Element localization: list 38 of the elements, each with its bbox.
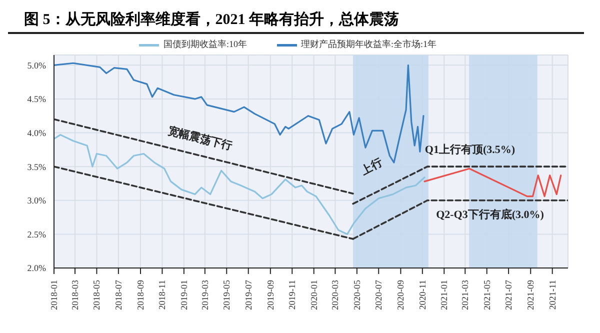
x-tick-label: 2018-07	[113, 280, 124, 310]
x-tick-label: 2020-09	[396, 280, 406, 310]
x-tick-label: 2021-03	[460, 280, 470, 310]
y-tick-label: 3.5%	[27, 162, 46, 172]
x-tick-label: 2018-09	[135, 280, 146, 310]
x-tick-label: 2019-01	[178, 280, 189, 310]
x-tick-label: 2019-05	[222, 280, 232, 310]
chart-title: 图 5：从无风险利率维度看，2021 年略有抬升，总体震荡	[8, 8, 584, 34]
x-tick-label: 2020-05	[352, 280, 362, 310]
x-tick-label: 2020-11	[417, 280, 428, 310]
legend-label: 国债到期收益率:10年	[162, 38, 247, 51]
x-tick-label: 2018-11	[157, 280, 168, 310]
x-tick-label: 2019-07	[243, 280, 254, 310]
x-tick-label: 2021-05	[482, 280, 492, 310]
x-tick-label: 2021-01	[439, 280, 450, 310]
y-tick-label: 2.0%	[27, 263, 46, 274]
annotation: Q1上行有顶(3.5%)	[424, 143, 516, 157]
x-tick-label: 2019-03	[200, 280, 210, 310]
x-tick-label: 2018-03	[70, 280, 80, 310]
x-tick-label: 2018-05	[92, 280, 102, 310]
y-tick-label: 3.0%	[27, 196, 46, 206]
y-tick-label: 4.5%	[27, 94, 46, 104]
x-tick-label: 2021-11	[547, 280, 558, 310]
x-tick-label: 2020-01	[308, 280, 319, 310]
x-tick-label: 2019-09	[265, 280, 276, 310]
annotation: 上行	[359, 156, 385, 178]
y-tick-label: 4.0%	[27, 128, 46, 138]
legend-label: 理财产品预期年收益率:全市场:1年	[300, 38, 437, 51]
x-tick-label: 2021-09	[526, 280, 536, 310]
y-tick-label: 2.5%	[27, 229, 46, 240]
annotation: Q2-Q3下行有底(3.0%)	[436, 208, 544, 222]
x-tick-label: 2020-03	[330, 280, 340, 310]
x-tick-label: 2021-07	[504, 280, 514, 310]
x-tick-label: 2019-11	[287, 280, 298, 310]
annotation: 宽幅震荡下行	[166, 124, 234, 154]
x-tick-label: 2020-07	[374, 280, 384, 310]
y-tick-label: 5.0%	[27, 60, 46, 70]
x-tick-label: 2018-01	[49, 280, 59, 310]
